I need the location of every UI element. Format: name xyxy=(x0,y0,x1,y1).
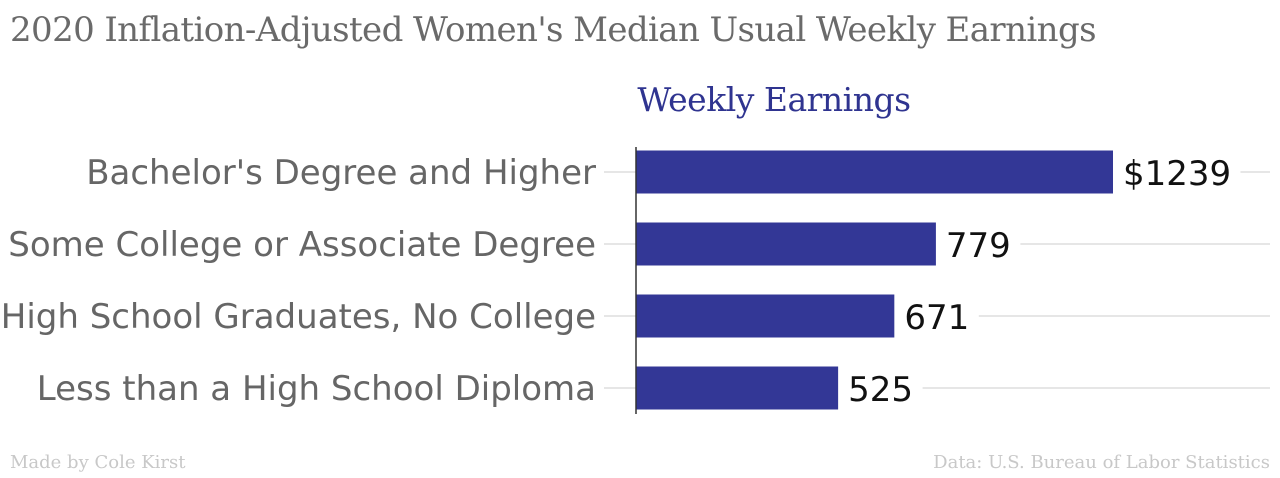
value-label: 779 xyxy=(946,226,1011,266)
bar xyxy=(636,222,936,266)
bar xyxy=(636,150,1113,194)
category-labels: Bachelor's Degree and Higher Some College… xyxy=(1,153,596,409)
value-label: 525 xyxy=(848,370,913,410)
category-label: Some College or Associate Degree xyxy=(8,225,596,265)
value-labels: $1239 779 671 525 xyxy=(848,154,1231,410)
bar xyxy=(636,366,839,410)
category-label: Less than a High School Diploma xyxy=(37,369,596,409)
credit-text: Made by Cole Kirst xyxy=(10,452,186,473)
chart-title: 2020 Inflation-Adjusted Women's Median U… xyxy=(10,10,1097,50)
source-text: Data: U.S. Bureau of Labor Statistics xyxy=(933,452,1270,473)
bar xyxy=(636,294,895,338)
value-label: $1239 xyxy=(1123,154,1231,194)
gridlines xyxy=(604,171,1270,389)
bars xyxy=(636,150,1113,410)
category-label: Bachelor's Degree and Higher xyxy=(86,153,596,193)
series-title: Weekly Earnings xyxy=(637,80,910,119)
value-label: 671 xyxy=(904,298,969,338)
category-label: High School Graduates, No College xyxy=(1,297,596,337)
